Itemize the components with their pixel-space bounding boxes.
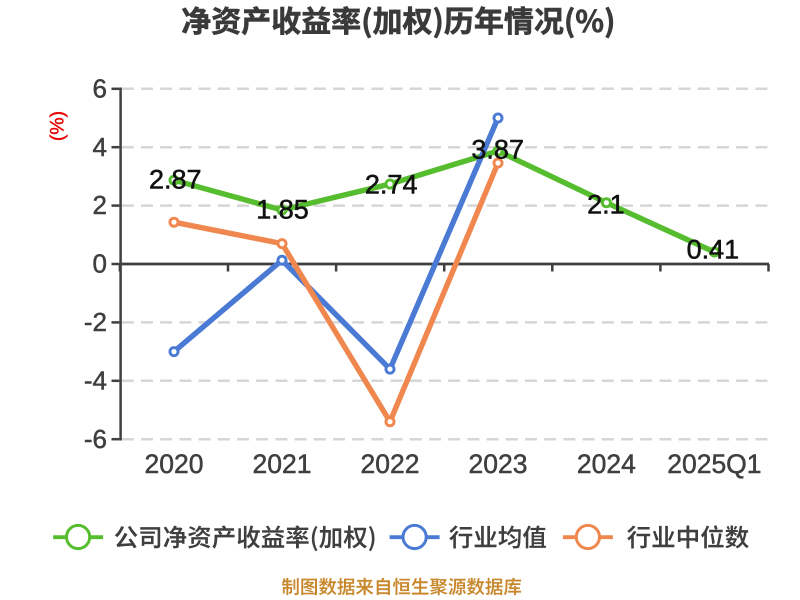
svg-text:6: 6 (93, 73, 107, 103)
svg-text:2025Q1: 2025Q1 (667, 449, 761, 479)
svg-text:2020: 2020 (145, 449, 204, 479)
svg-text:2: 2 (93, 190, 107, 220)
svg-text:4: 4 (93, 132, 107, 162)
svg-text:3.87: 3.87 (471, 134, 524, 164)
svg-text:2022: 2022 (361, 449, 420, 479)
svg-text:2023: 2023 (469, 449, 528, 479)
svg-text:2021: 2021 (253, 449, 312, 479)
svg-text:-4: -4 (84, 365, 107, 395)
svg-text:0: 0 (93, 249, 107, 279)
svg-text:2.1: 2.1 (587, 189, 625, 219)
svg-text:0.41: 0.41 (687, 234, 740, 264)
svg-text:(%): (%) (47, 111, 69, 141)
svg-text:2024: 2024 (577, 449, 636, 479)
svg-text:2.74: 2.74 (365, 169, 418, 199)
svg-text:2.87: 2.87 (149, 164, 202, 194)
svg-text:1.85: 1.85 (256, 194, 309, 224)
svg-text:-2: -2 (84, 307, 107, 337)
svg-text:-6: -6 (84, 424, 107, 454)
